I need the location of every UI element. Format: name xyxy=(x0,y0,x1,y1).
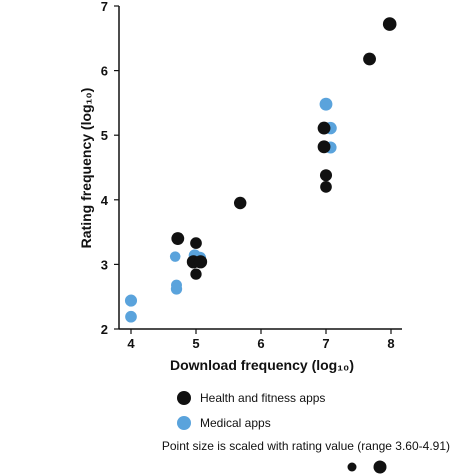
health-fitness-point xyxy=(233,196,247,210)
health-fitness-point xyxy=(190,268,202,280)
legend-marker xyxy=(177,416,191,430)
x-tick-label: 5 xyxy=(192,336,199,351)
health-fitness-point xyxy=(363,52,376,66)
y-tick-label: 2 xyxy=(101,322,108,337)
ticks: 4 5 6 7 8 2 3 4 5 6 7 xyxy=(101,0,395,351)
axes xyxy=(118,6,402,330)
medical-point xyxy=(319,97,333,111)
medical-point xyxy=(169,251,181,262)
x-tick-label: 8 xyxy=(387,336,394,351)
legend-label: Medical apps xyxy=(200,416,271,430)
medical-point xyxy=(125,310,137,323)
health-fitness-point xyxy=(320,181,332,193)
legend-marker xyxy=(177,391,191,405)
size-key xyxy=(347,460,387,474)
size-note: Point size is scaled with rating value (… xyxy=(162,439,450,453)
y-axis-title: Rating frequency (log₁₀) xyxy=(78,88,94,249)
legend: Health and fitness apps Medical apps xyxy=(177,391,325,430)
health-fitness-point xyxy=(193,255,208,269)
medical-point xyxy=(124,294,138,307)
x-tick-label: 6 xyxy=(257,336,264,351)
legend-label: Health and fitness apps xyxy=(200,391,325,405)
x-tick-label: 4 xyxy=(127,336,135,351)
x-tick-label: 7 xyxy=(322,336,329,351)
medical-point xyxy=(170,283,183,295)
health-fitness-point xyxy=(382,17,397,31)
size-key-small-dot xyxy=(347,462,357,472)
data-points xyxy=(124,17,397,323)
y-tick-label: 3 xyxy=(101,257,108,272)
y-tick-label: 5 xyxy=(101,128,108,143)
x-axis-title: Download frequency (log₁₀) xyxy=(170,357,354,373)
size-key-large-dot xyxy=(373,460,387,474)
y-tick-label: 7 xyxy=(101,0,108,14)
health-fitness-point xyxy=(317,140,331,154)
health-fitness-point xyxy=(190,237,202,249)
health-fitness-point xyxy=(171,232,185,245)
y-tick-label: 6 xyxy=(101,64,108,79)
y-tick-label: 4 xyxy=(101,193,109,208)
health-fitness-point xyxy=(319,169,333,182)
health-fitness-point xyxy=(317,121,331,135)
